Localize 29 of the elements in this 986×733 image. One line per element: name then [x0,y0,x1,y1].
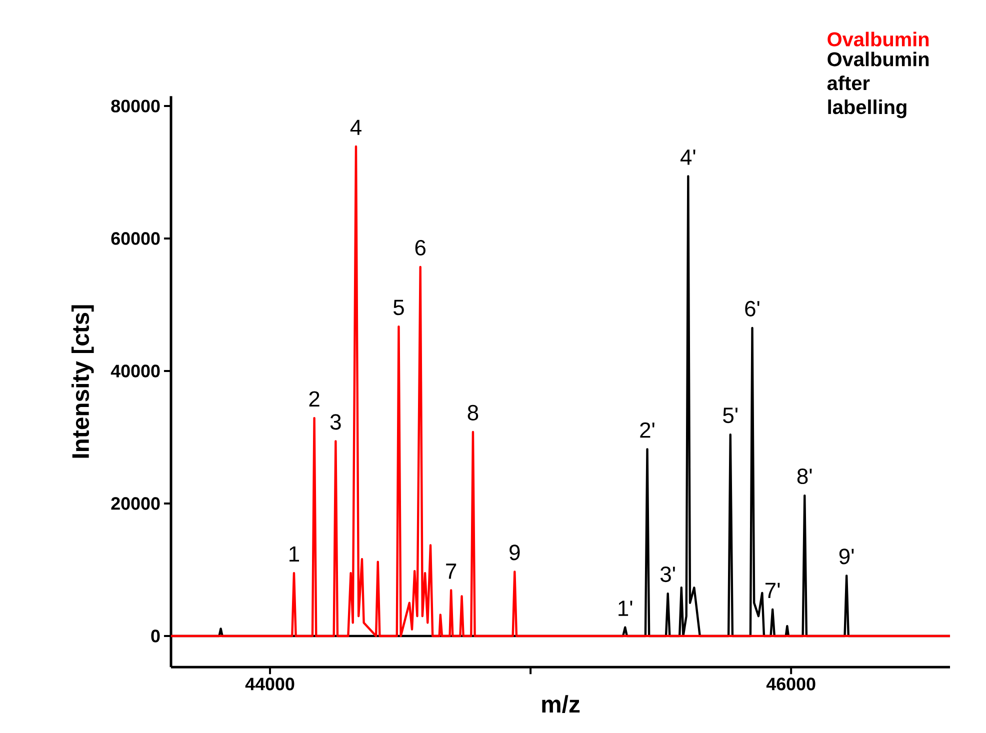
annotation: 8 [468,404,478,420]
annotation: 7' [766,582,780,598]
text: Ovalbumin [828,32,929,46]
x-tick-label: 46000 [766,678,816,690]
annotation: 2 [309,391,320,407]
y-tick-label: 0 [151,630,160,642]
annotation: 3' [660,566,675,582]
annotation: 9 [510,544,520,560]
x-axis-title: m/z [542,695,580,713]
annotation: 1' [618,600,632,616]
y-axis-title: Intensity [cts] [71,305,94,458]
x-tick-label: 44000 [245,678,294,690]
annotation: 1 [290,546,300,562]
annotation: 8' [797,468,812,484]
annotation: 6' [745,300,760,316]
y-tick-label: 80000 [111,100,160,112]
y-tick-label: 60000 [111,232,160,245]
annotation: 5 [393,300,404,316]
annotation: 5' [723,408,738,424]
y-tick-label: 20000 [111,497,160,510]
annotation: 2' [640,422,654,438]
annotation: 4 [350,120,362,135]
y-tick-label: 40000 [110,364,160,378]
annotation: 7 [446,564,456,579]
annotation: 9' [839,548,854,564]
annotation: 3 [330,414,341,430]
text: Ovalbumin after labelling [827,52,929,118]
annotation: 4' [680,150,696,165]
annotation: 6 [415,240,426,256]
